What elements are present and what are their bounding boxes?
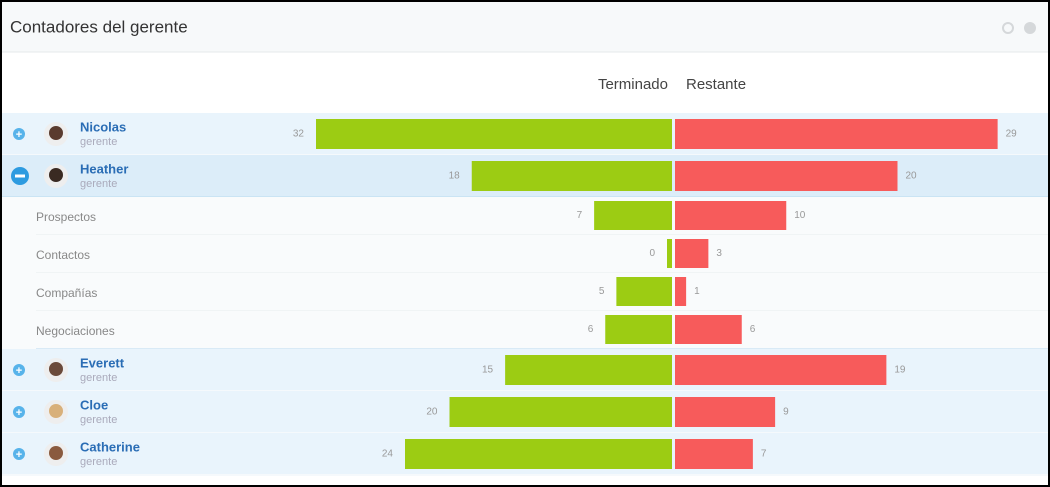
manager-role: gerente bbox=[80, 372, 117, 384]
expand-icon: + bbox=[16, 129, 22, 141]
value-label: 20 bbox=[426, 407, 438, 418]
bar-remaining bbox=[675, 119, 998, 149]
value-label: 10 bbox=[794, 210, 806, 221]
avatar-face bbox=[49, 446, 63, 460]
detail-label: Compañías bbox=[36, 286, 97, 300]
expand-icon: + bbox=[16, 407, 22, 419]
manager-name[interactable]: Heather bbox=[80, 161, 128, 176]
manager-name[interactable]: Catherine bbox=[80, 439, 140, 454]
bar-remaining bbox=[675, 239, 709, 268]
bar-remaining bbox=[675, 355, 887, 385]
value-label: 20 bbox=[906, 171, 918, 182]
value-label: 7 bbox=[577, 210, 583, 221]
value-label: 24 bbox=[382, 449, 394, 460]
bar-done bbox=[471, 161, 672, 191]
value-label: 32 bbox=[293, 129, 305, 140]
bar-done bbox=[505, 355, 672, 385]
bar-remaining bbox=[675, 161, 898, 191]
value-label: 18 bbox=[449, 171, 461, 182]
value-label: 3 bbox=[716, 248, 722, 259]
manager-role: gerente bbox=[80, 414, 117, 426]
bar-done bbox=[616, 277, 672, 306]
bar-done bbox=[667, 239, 672, 268]
bar-remaining bbox=[675, 439, 753, 469]
manager-name[interactable]: Everett bbox=[80, 355, 125, 370]
collapse-icon bbox=[15, 174, 25, 178]
expand-button[interactable] bbox=[13, 128, 25, 140]
bar-remaining bbox=[675, 277, 687, 306]
settings-icon[interactable] bbox=[1002, 22, 1014, 34]
value-label: 6 bbox=[588, 324, 594, 335]
avatar-face bbox=[49, 168, 63, 182]
bar-done bbox=[316, 119, 672, 149]
manager-role: gerente bbox=[80, 178, 117, 190]
value-label: 9 bbox=[783, 407, 789, 418]
column-header: Restante bbox=[686, 76, 746, 93]
expand-icon: + bbox=[16, 449, 22, 461]
detail-row bbox=[2, 273, 1048, 311]
value-label: 29 bbox=[1006, 129, 1018, 140]
manager-name[interactable]: Nicolas bbox=[80, 119, 126, 134]
info-icon[interactable] bbox=[1024, 22, 1036, 34]
expand-button[interactable] bbox=[13, 364, 25, 376]
column-header: Terminado bbox=[598, 76, 668, 93]
widget-title: Contadores del gerente bbox=[10, 17, 188, 36]
header-bar bbox=[2, 2, 1048, 52]
detail-label: Prospectos bbox=[36, 210, 96, 224]
value-label: 1 bbox=[694, 286, 700, 297]
bar-remaining bbox=[675, 397, 776, 427]
value-label: 7 bbox=[761, 449, 767, 460]
bar-remaining bbox=[675, 315, 742, 344]
avatar-face bbox=[49, 404, 63, 418]
detail-row bbox=[2, 235, 1048, 273]
value-label: 15 bbox=[482, 365, 494, 376]
detail-label: Contactos bbox=[36, 248, 90, 262]
bar-remaining bbox=[675, 201, 787, 230]
detail-row bbox=[2, 197, 1048, 235]
expand-icon: + bbox=[16, 365, 22, 377]
manager-role: gerente bbox=[80, 456, 117, 468]
expand-button[interactable] bbox=[13, 406, 25, 418]
bar-done bbox=[405, 439, 672, 469]
value-label: 6 bbox=[750, 324, 756, 335]
bar-done bbox=[605, 315, 672, 344]
manager-name[interactable]: Cloe bbox=[80, 397, 108, 412]
bar-done bbox=[449, 397, 672, 427]
manager-role: gerente bbox=[80, 136, 117, 148]
avatar-face bbox=[49, 126, 63, 140]
value-label: 0 bbox=[649, 248, 655, 259]
value-label: 5 bbox=[599, 286, 605, 297]
detail-label: Negociaciones bbox=[36, 324, 115, 338]
detail-row bbox=[2, 311, 1048, 349]
avatar-face bbox=[49, 362, 63, 376]
value-label: 19 bbox=[894, 365, 906, 376]
bar-done bbox=[594, 201, 672, 230]
expand-button[interactable] bbox=[13, 448, 25, 460]
